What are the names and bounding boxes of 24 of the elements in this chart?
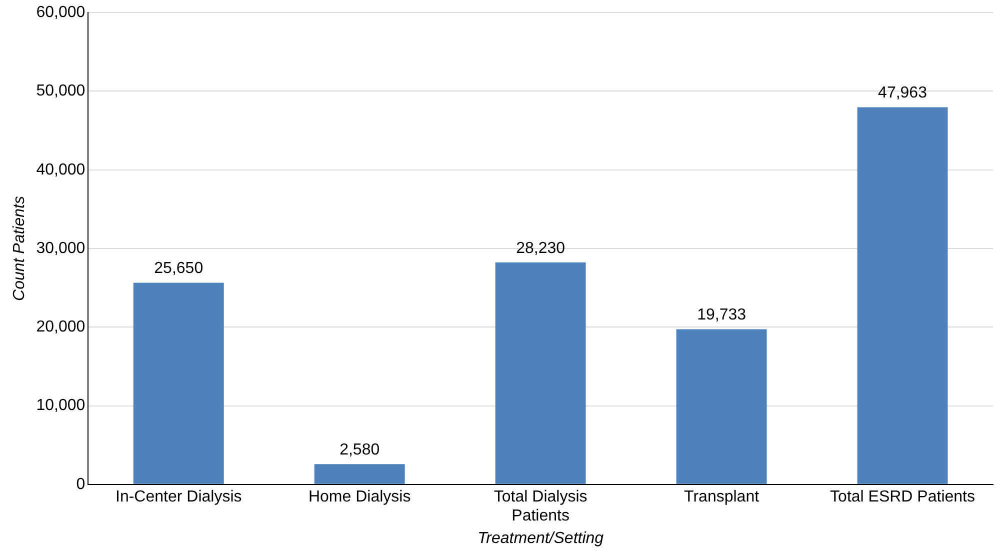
bar	[857, 107, 948, 484]
x-tick-label: Home Dialysis	[308, 488, 411, 506]
bar	[676, 329, 767, 484]
y-tick-label: 0	[76, 476, 86, 493]
bar	[314, 464, 405, 484]
x-tick-label: Total ESRD Patients	[830, 488, 975, 506]
data-label: 47,963	[878, 84, 928, 102]
y-tick-label: 40,000	[36, 161, 86, 178]
y-tick-label: 60,000	[36, 4, 86, 22]
y-tick-label: 50,000	[36, 82, 86, 100]
data-label: 19,733	[697, 306, 746, 324]
bar	[133, 282, 224, 484]
x-tick-label: Transplant	[684, 488, 760, 506]
x-tick-label: Total Dialysis Patients	[494, 488, 588, 525]
x-tick-label: In-Center Dialysis	[115, 488, 242, 506]
data-label: 2,580	[340, 442, 380, 459]
y-axis-title: Count Patients	[11, 196, 28, 301]
y-tick-label: 30,000	[36, 240, 86, 257]
y-tick-label: 10,000	[36, 397, 86, 414]
x-axis-title: Treatment/Setting	[478, 530, 604, 547]
y-tick-label: 20,000	[36, 318, 86, 336]
data-label: 28,230	[516, 240, 566, 257]
bar	[495, 262, 586, 484]
data-label: 25,650	[154, 260, 204, 278]
